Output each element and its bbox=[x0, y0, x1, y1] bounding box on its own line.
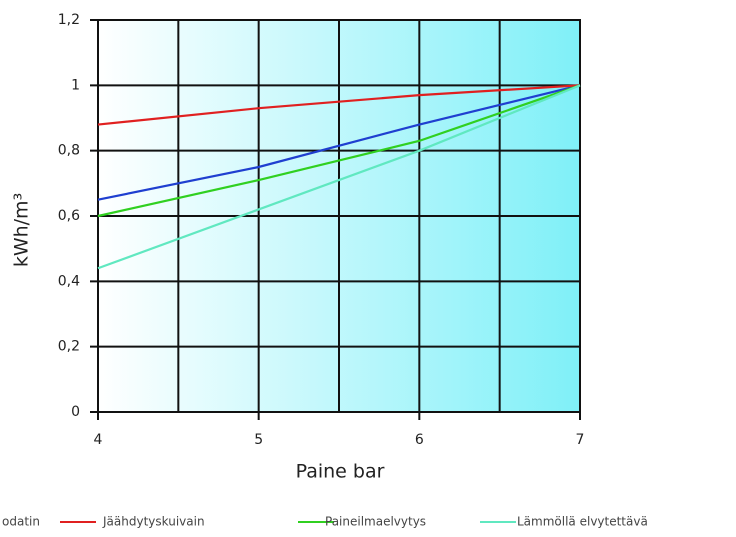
y-axis-title: kWh/m³ bbox=[11, 193, 33, 267]
y-tick-label: 0 bbox=[71, 404, 80, 420]
legend-label: Lämmöllä elvytettävä bbox=[517, 515, 648, 529]
y-tick-label: 1 bbox=[71, 77, 80, 93]
legend-label: odatin bbox=[2, 515, 40, 529]
y-tick-label: 0,8 bbox=[58, 143, 80, 159]
x-axis-title: Paine bar bbox=[296, 461, 385, 483]
y-tick-label: 0,2 bbox=[58, 339, 80, 355]
y-tick-label: 0,4 bbox=[58, 273, 80, 289]
y-tick-label: 0,6 bbox=[58, 208, 80, 224]
x-tick-label: 6 bbox=[415, 432, 424, 448]
x-tick-label: 7 bbox=[576, 432, 585, 448]
legend-label: Paineilmaelvytys bbox=[325, 515, 426, 529]
y-tick-label: 1,2 bbox=[58, 12, 80, 28]
x-tick-label: 5 bbox=[254, 432, 263, 448]
x-tick-label: 4 bbox=[94, 432, 103, 448]
legend-label: Jäähdytyskuivain bbox=[102, 515, 205, 529]
chart: Paine bar kWh/m³ 0 0,2 0,4 0,6 0,8 1 1,2 4 5 6 7 od… bbox=[0, 0, 736, 537]
